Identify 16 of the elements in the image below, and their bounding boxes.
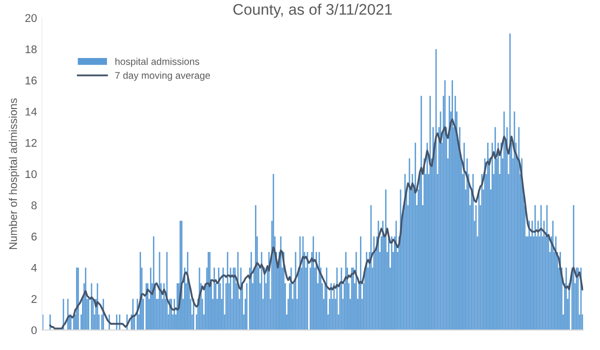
- legend-label: 7 day moving average: [115, 72, 210, 81]
- y-tick-label: 14: [26, 108, 37, 116]
- y-tick-label: 8: [31, 201, 37, 210]
- chart-title: County, as of 3/11/2021: [233, 4, 392, 18]
- y-tick-label: 0: [31, 326, 37, 334]
- line-series: [49, 118, 584, 330]
- y-tick-label: 6: [32, 232, 37, 241]
- y-tick-label: 16: [26, 76, 37, 84]
- legend-label: hospital admissions: [115, 58, 200, 67]
- y-tick-label: 20: [25, 14, 37, 22]
- y-tick-label: 2: [32, 295, 37, 303]
- y-axis-title: Number of hospital admissions: [8, 98, 20, 249]
- y-tick-label: 4: [31, 264, 37, 272]
- y-tick-label: 12: [26, 138, 37, 147]
- y-tick-label: 10: [26, 170, 37, 178]
- y-tick-label: 18: [26, 45, 37, 54]
